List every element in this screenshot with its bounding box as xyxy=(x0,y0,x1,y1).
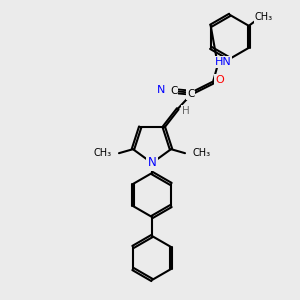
Text: N: N xyxy=(148,157,156,169)
Text: N: N xyxy=(157,85,165,95)
Text: CH₃: CH₃ xyxy=(192,148,210,158)
Text: HN: HN xyxy=(214,57,231,67)
Text: O: O xyxy=(215,75,224,85)
Text: H: H xyxy=(182,106,190,116)
Text: CH₃: CH₃ xyxy=(255,12,273,22)
Text: C: C xyxy=(187,89,194,99)
Text: C: C xyxy=(170,86,177,96)
Text: CH₃: CH₃ xyxy=(94,148,112,158)
